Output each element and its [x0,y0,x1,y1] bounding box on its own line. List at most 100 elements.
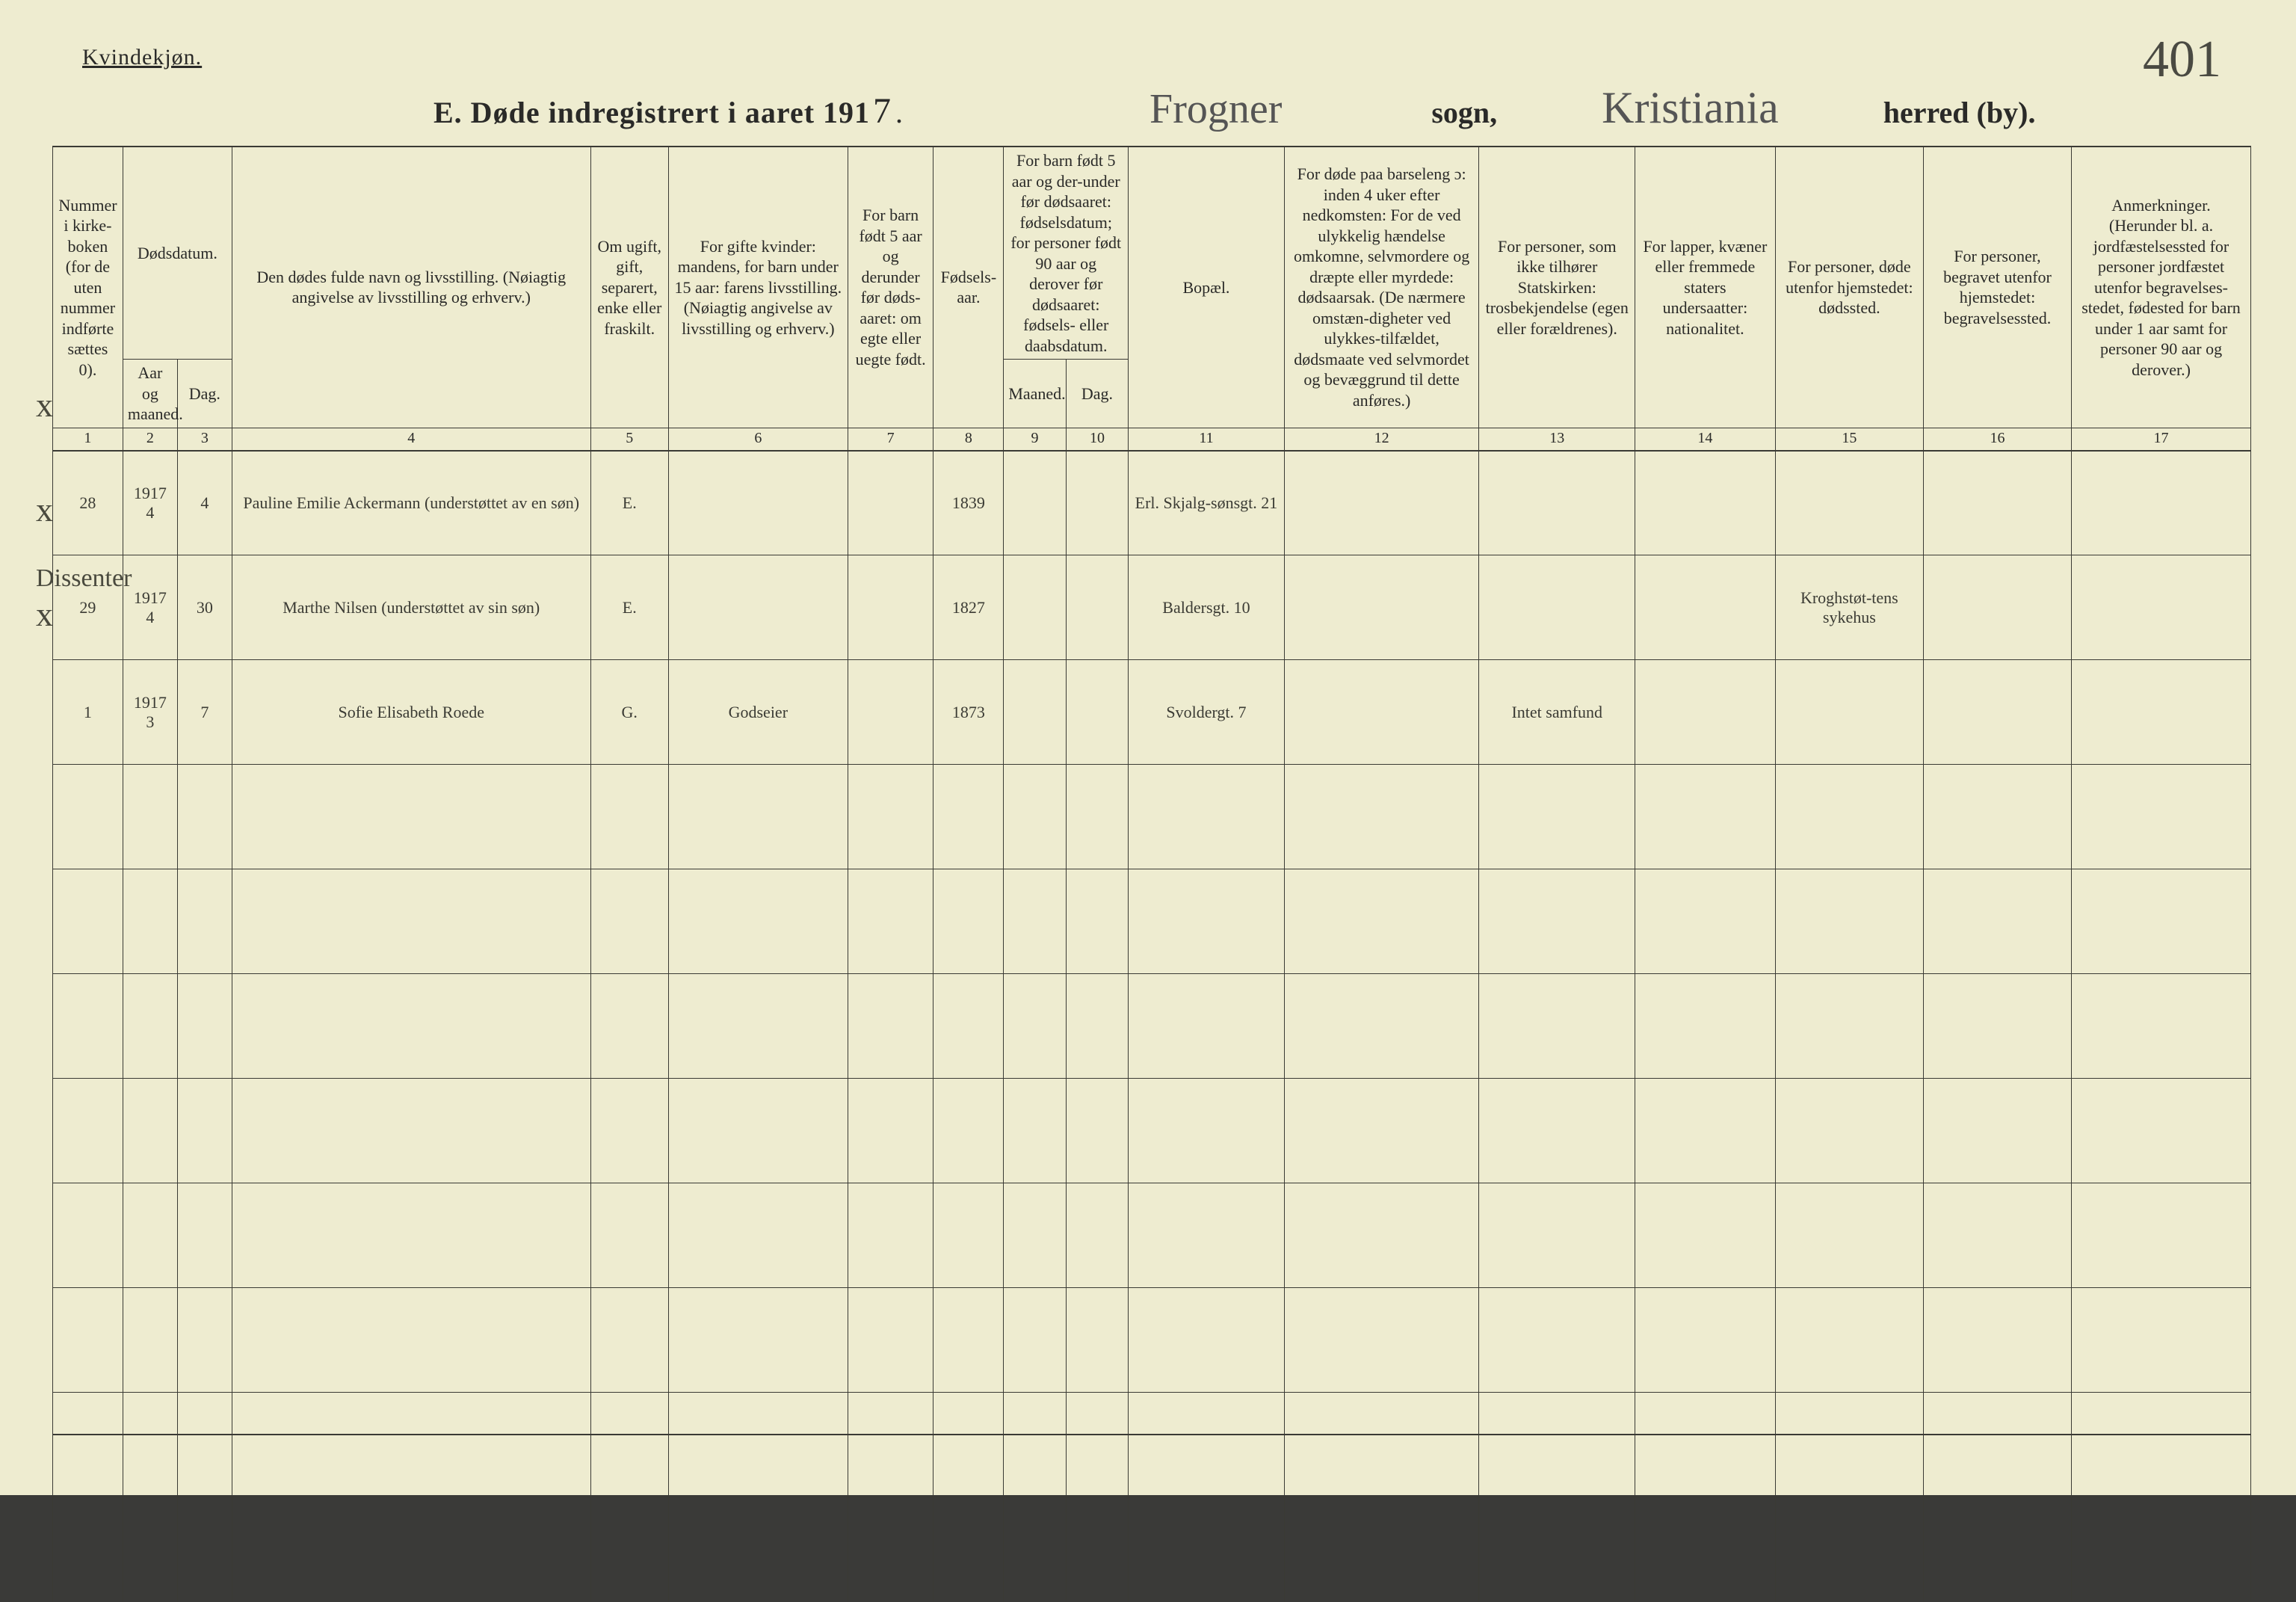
empty-cell [1066,1497,1128,1602]
cause-of-death [1284,451,1479,555]
col-number: 2 [123,428,177,451]
empty-cell [123,1393,177,1497]
death-year-month: 19174 [123,451,177,555]
empty-cell [1129,1393,1285,1497]
empty-cell [1284,1288,1479,1393]
empty-cell [177,1393,232,1497]
birth-year: 1827 [933,555,1004,660]
empty-cell [1479,974,1635,1079]
empty-cell [1479,1288,1635,1393]
faith: Intet samfund [1479,660,1635,765]
table-row: 28191744Pauline Emilie Ackermann (unders… [53,451,2251,555]
empty-cell [933,1497,1004,1602]
col-number: 13 [1479,428,1635,451]
col-number: 5 [590,428,668,451]
birth-day [1066,451,1128,555]
table-row [53,869,2251,974]
empty-cell [668,1393,848,1497]
empty-cell [1635,765,1776,869]
empty-cell [1129,1497,1285,1602]
birth-month [1004,451,1066,555]
cause-of-death [1284,660,1479,765]
empty-cell [1635,1079,1776,1183]
col-header: For gifte kvinder: mandens, for barn und… [668,147,848,428]
empty-cell [1635,1288,1776,1393]
empty-cell [1066,1079,1128,1183]
empty-cell [1923,974,2071,1079]
margin-x-mark: x [36,490,53,529]
empty-cell [668,1079,848,1183]
empty-cell [1923,1288,2071,1393]
spouse-occupation [668,555,848,660]
empty-cell [848,1393,933,1497]
empty-cell [232,1393,590,1497]
empty-cell [232,1079,590,1183]
title-year-digit: 7 [873,90,891,132]
col-header: Aar og maaned. [123,360,177,428]
empty-cell [53,1079,123,1183]
col-header: Nummer i kirke-boken (for de uten nummer… [53,147,123,428]
empty-cell [1129,1288,1285,1393]
entry-number: 28 [53,451,123,555]
birth-day [1066,660,1128,765]
empty-cell [1066,765,1128,869]
cause-of-death [1284,555,1479,660]
empty-cell [1284,1497,1479,1602]
faith [1479,555,1635,660]
empty-cell [933,1079,1004,1183]
empty-cell [590,1393,668,1497]
empty-cell [1129,1183,1285,1288]
empty-cell [123,765,177,869]
empty-cell [1066,974,1128,1079]
death-place [1775,451,1923,555]
empty-cell [53,974,123,1079]
empty-cell [848,974,933,1079]
table-row [53,1288,2251,1393]
entry-number: 1 [53,660,123,765]
empty-cell [668,869,848,974]
gender-heading: Kvindekjøn. [82,45,202,70]
empty-cell [1775,869,1923,974]
table-header: Nummer i kirke-boken (for de uten nummer… [53,147,2251,451]
empty-cell [53,765,123,869]
empty-cell [177,1288,232,1393]
empty-cell [668,1497,848,1602]
empty-cell [1066,1393,1128,1497]
death-day: 30 [177,555,232,660]
table-row [53,1393,2251,1497]
birth-day [1066,555,1128,660]
col-header: Anmerkninger. (Herunder bl. a. jordfæste… [2072,147,2251,428]
empty-cell [590,974,668,1079]
empty-cell [1479,765,1635,869]
residence: Erl. Skjalg-sønsgt. 21 [1129,451,1285,555]
title-dot: . [895,95,903,130]
empty-cell [232,869,590,974]
col-header: For barn født 5 aar og der-under før død… [1004,147,1129,360]
empty-cell [1479,1393,1635,1497]
empty-cell [53,1183,123,1288]
col-number: 9 [1004,428,1066,451]
empty-cell [177,869,232,974]
col-number: 8 [933,428,1004,451]
col-header: Den dødes fulde navn og livsstilling. (N… [232,147,590,428]
birth-year: 1839 [933,451,1004,555]
empty-cell [177,1183,232,1288]
empty-cell [1004,869,1066,974]
nationality [1635,660,1776,765]
margin-note: Dissenter [36,564,132,593]
empty-cell [1066,1288,1128,1393]
empty-cell [2072,974,2251,1079]
empty-cell [177,765,232,869]
empty-cell [53,1393,123,1497]
empty-cell [53,1497,123,1602]
empty-cell [1129,1079,1285,1183]
empty-cell [123,1183,177,1288]
empty-cell [232,1183,590,1288]
empty-cell [53,869,123,974]
empty-cell [53,1288,123,1393]
district-label: herred (by). [1883,95,2036,130]
ledger-page: 401 Kvindekjøn. E. Døde indregistrert i … [0,0,2296,1495]
col-number: 7 [848,428,933,451]
empty-cell [1004,974,1066,1079]
nationality [1635,555,1776,660]
